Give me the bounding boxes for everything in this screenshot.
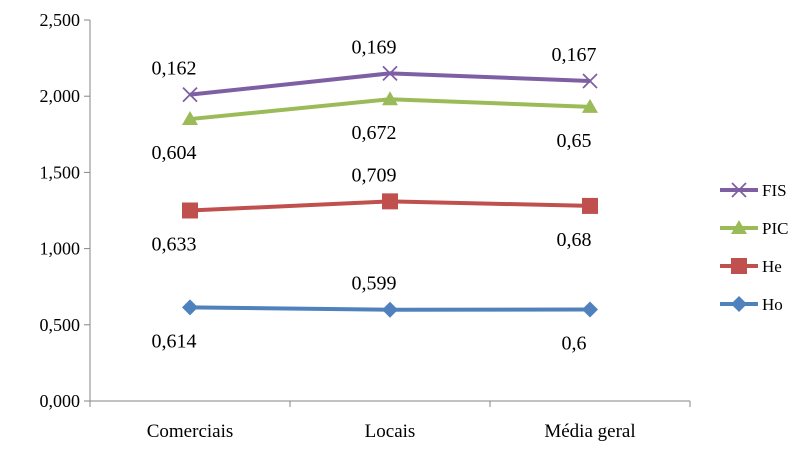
marker-he bbox=[582, 197, 598, 214]
legend-label-fis: FIS bbox=[762, 181, 787, 200]
data-label-he: 0,709 bbox=[352, 164, 397, 186]
data-label-pic: 0,604 bbox=[152, 142, 197, 164]
y-tick-label: 1,000 bbox=[40, 239, 81, 259]
marker-ho bbox=[382, 301, 398, 318]
chart-data-labels: 0,162 0,169 0,167 0,604 0,672 0,65 0,633 0,709 0… bbox=[152, 36, 597, 354]
marker-stroke bbox=[731, 182, 747, 198]
x-category-label: Locais bbox=[365, 421, 416, 442]
y-tick-label: 2,000 bbox=[40, 86, 81, 106]
data-label-ho: 0,614 bbox=[152, 330, 197, 352]
data-label-he: 0,633 bbox=[152, 234, 197, 256]
chart-series bbox=[182, 65, 598, 318]
marker-stroke bbox=[582, 73, 598, 89]
data-label-pic: 0,65 bbox=[557, 130, 592, 152]
y-tick-label: 2,500 bbox=[40, 10, 81, 30]
x-category-label: Comerciais bbox=[147, 421, 234, 442]
y-tick-label: 0,000 bbox=[40, 391, 81, 411]
marker-stroke bbox=[182, 87, 198, 103]
marker-he bbox=[182, 202, 198, 219]
data-label-he: 0,68 bbox=[557, 229, 592, 251]
y-tick-label: 1,500 bbox=[40, 162, 81, 182]
marker-he bbox=[382, 193, 398, 210]
data-label-pic: 0,672 bbox=[352, 122, 397, 144]
marker-pic bbox=[382, 91, 398, 106]
legend-marker-he bbox=[731, 258, 747, 274]
marker-fis bbox=[182, 87, 198, 103]
legend-item-pic: PIC bbox=[720, 219, 788, 238]
marker-fis bbox=[382, 65, 398, 81]
legend-label-pic: PIC bbox=[762, 219, 788, 238]
legend-marker-fis bbox=[731, 182, 747, 198]
marker-ho bbox=[582, 301, 598, 318]
legend-label-ho: Ho bbox=[762, 295, 783, 314]
marker-pic bbox=[182, 111, 198, 126]
marker-fis bbox=[582, 73, 598, 89]
marker-ho bbox=[182, 299, 198, 316]
legend-marker-ho bbox=[731, 296, 747, 312]
legend-item-fis: FIS bbox=[720, 181, 787, 200]
data-label-fis: 0,169 bbox=[352, 36, 397, 58]
legend-marker-pic bbox=[731, 220, 747, 234]
marker-stroke bbox=[382, 65, 398, 81]
legend-item-ho: Ho bbox=[720, 295, 783, 314]
y-tick-label: 0,500 bbox=[40, 315, 81, 335]
data-label-ho: 0,6 bbox=[562, 333, 587, 355]
legend-label-he: He bbox=[762, 257, 782, 276]
data-label-fis: 0,167 bbox=[552, 44, 597, 66]
marker-pic bbox=[582, 98, 598, 113]
chart-legend: FIS PIC He Ho bbox=[720, 181, 788, 314]
chart-axes: 0,000 0,500 1,000 1,500 2,000 2,500 Comerciais… bbox=[40, 10, 691, 442]
legend-item-he: He bbox=[720, 257, 782, 276]
data-label-fis: 0,162 bbox=[152, 58, 197, 80]
x-category-label: Média geral bbox=[544, 421, 635, 442]
data-label-ho: 0,599 bbox=[352, 273, 397, 295]
